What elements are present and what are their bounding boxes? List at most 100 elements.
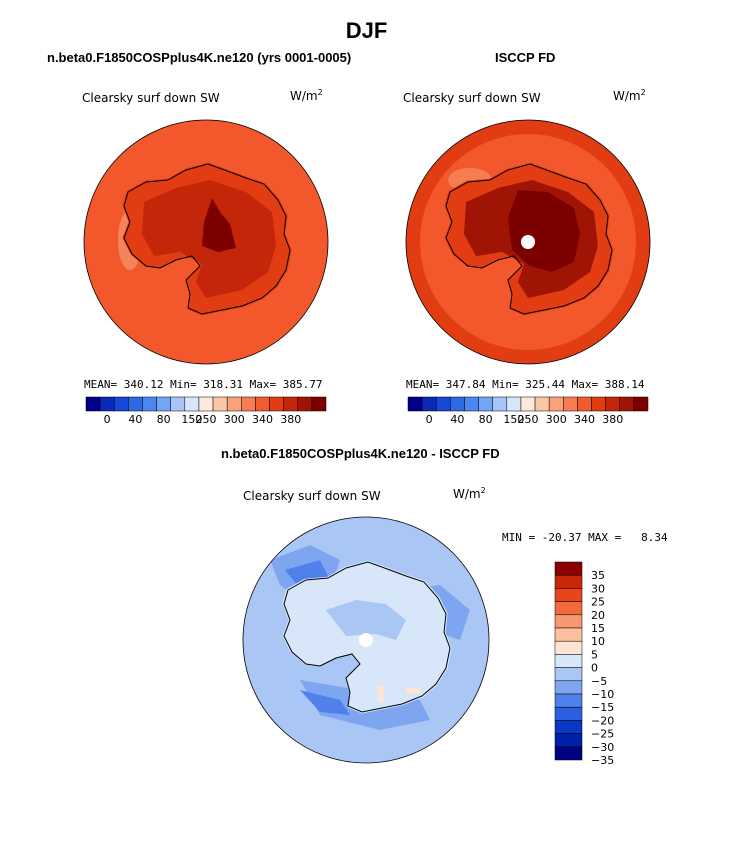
panel3-colorbar-swatch — [554, 680, 583, 695]
panel2-colorbar-swatch — [619, 396, 635, 412]
panel2-max-contour — [508, 190, 580, 272]
panel3-colorbar-tick-label: 15 — [591, 622, 605, 635]
panel2-colorbar-swatch — [450, 396, 465, 412]
panel2-colorbar-tick-label: 300 — [546, 413, 567, 426]
panel2-colorbar-tick-label: 40 — [450, 413, 464, 426]
panel3-band-6 — [300, 690, 350, 715]
panel1-colorbar-swatch — [170, 396, 186, 412]
panel2-map-border — [405, 119, 651, 365]
panel1-stats: MEAN= 340.12 Min= 318.31 Max= 385.77 — [84, 378, 323, 391]
panel3-colorbar-tick-label: −20 — [591, 714, 614, 727]
panel1-colorbar-tick-label: 40 — [128, 413, 142, 426]
panel3-colorbar-tick-label: 10 — [591, 635, 605, 648]
panel3-colorbar-tick-label: −15 — [591, 701, 614, 714]
panel3-colorbar-swatch — [554, 588, 583, 602]
panel1-colorbar-tick-label: 0 — [104, 413, 111, 426]
panel1-colorbar-swatch — [311, 396, 327, 412]
panel2-max: 388.14 — [604, 378, 645, 391]
panel1-colorbar-swatch — [241, 396, 256, 412]
panel2-colorbar-swatch — [605, 396, 621, 412]
panel3-colorbar-tick-label: −25 — [591, 728, 614, 741]
panel1-mean: 340.12 — [123, 378, 164, 391]
panel2-colorbar-swatch — [520, 396, 536, 412]
panel3-colorbar-tick-label: −10 — [591, 688, 614, 701]
panel1-colorbar-swatch — [142, 396, 157, 412]
panel1-colorbar-tick-label: 250 — [196, 413, 217, 426]
panel2-colorbar-swatch — [407, 396, 423, 412]
panel3-units-label: W/m2 — [453, 486, 486, 501]
panel3-colorbar-tick-label: −5 — [591, 675, 607, 688]
panel2-colorbar-swatch — [478, 396, 493, 412]
panel1-colorbar-swatch — [85, 396, 101, 412]
panel3-colorbar-swatch — [554, 627, 583, 642]
panel1-colorbar-swatch — [255, 396, 270, 412]
panel1-map-border — [83, 119, 329, 365]
panel3-colorbar-swatch — [554, 667, 583, 682]
panel1-min: 318.31 — [203, 378, 243, 391]
panel3-colorbar-tick-label: 0 — [591, 662, 598, 675]
panel2-colorbar-swatch — [492, 396, 508, 412]
panel1-colorbar-swatch — [99, 396, 115, 412]
panel3-colorbar-swatch — [554, 561, 583, 576]
panel3-colorbar-swatch — [554, 574, 583, 589]
panel1-colorbar-tick-label: 300 — [224, 413, 245, 426]
panel1-colorbar-tick-label: 80 — [157, 413, 171, 426]
panel1-colorbar-swatch — [128, 396, 143, 412]
panel2-variable-label: Clearsky surf down SW — [403, 91, 541, 105]
panel2-stats: MEAN= 347.84 Min= 325.44 Max= 388.14 — [406, 378, 645, 391]
panel1-colorbar-swatch — [198, 396, 214, 412]
panel2-mean: 347.84 — [445, 378, 486, 391]
panel3-colorbar-tick-label: 35 — [591, 569, 605, 582]
panel1-colorbar-tick-label: 380 — [280, 413, 301, 426]
panel3-colorbar-swatch — [554, 614, 583, 629]
panel3-colorbar-swatch — [554, 720, 583, 734]
panel3-interior-band — [326, 600, 406, 640]
panel3-map — [242, 516, 490, 764]
panel2-pole-hole — [521, 235, 535, 249]
panel2-colorbar-swatch — [464, 396, 479, 412]
panel3-colorbar-tick-label: 20 — [591, 609, 605, 622]
panel3-pole-hole — [359, 633, 373, 647]
panel3-colorbar-swatch — [554, 746, 583, 761]
panel1-title: n.beta0.F1850COSPplus4K.ne120 (yrs 0001-… — [47, 50, 352, 65]
panel3-colorbar-swatch — [554, 654, 583, 668]
panel1-units-label: W/m2 — [290, 88, 323, 103]
panel2-colorbar-swatch — [435, 396, 451, 412]
panel1-colorbar-swatch — [156, 396, 171, 412]
panel3-positive-patch-2 — [378, 686, 384, 702]
panel2-colorbar-swatch — [633, 396, 649, 412]
panel3-colorbar-tick-label: 25 — [591, 596, 605, 609]
panel2-colorbar-swatch — [548, 396, 564, 412]
panel1-colorbar-swatch — [184, 396, 200, 412]
panel3-colorbar-tick-label: 5 — [591, 648, 598, 661]
panel1-colorbar-swatch — [226, 396, 242, 412]
panel2-colorbar-swatch — [577, 396, 592, 412]
panel3-stats: MIN = -20.37 MAX = 8.34 — [502, 531, 668, 544]
panel2-map — [405, 119, 651, 365]
panel1-colorbar-swatch — [297, 396, 313, 412]
panel3-map-border — [242, 516, 490, 764]
panel2-colorbar-swatch — [534, 396, 550, 412]
panel1-colorbar-tick-label: 340 — [252, 413, 273, 426]
panel3-colorbar-swatch — [554, 640, 583, 655]
panel2-colorbar-tick-label: 340 — [574, 413, 595, 426]
panel3-colorbar-swatch — [554, 706, 583, 721]
panel3-positive-patch-1 — [406, 688, 420, 693]
panel2-colorbar-tick-label: 250 — [518, 413, 539, 426]
panel3-colorbar-swatch — [554, 693, 583, 708]
panel1-map — [83, 119, 329, 365]
panel2-units-label: W/m2 — [613, 88, 646, 103]
panel2-colorbar-tick-label: 80 — [479, 413, 493, 426]
panel3-colorbar-swatch — [554, 733, 583, 748]
panel2-title: ISCCP FD — [495, 50, 556, 65]
panel3-variable-label: Clearsky surf down SW — [243, 489, 381, 503]
panel1-variable-label: Clearsky surf down SW — [82, 91, 220, 105]
panel3-title: n.beta0.F1850COSPplus4K.ne120 - ISCCP FD — [221, 446, 500, 461]
panel3-colorbar-tick-label: 30 — [591, 582, 605, 595]
panel3-colorbar-tick-label: −35 — [591, 754, 614, 767]
panel1-max-contour — [202, 198, 236, 252]
panel2-colorbar-tick-label: 150 — [503, 413, 524, 426]
panel2-colorbar-swatch — [563, 396, 578, 412]
